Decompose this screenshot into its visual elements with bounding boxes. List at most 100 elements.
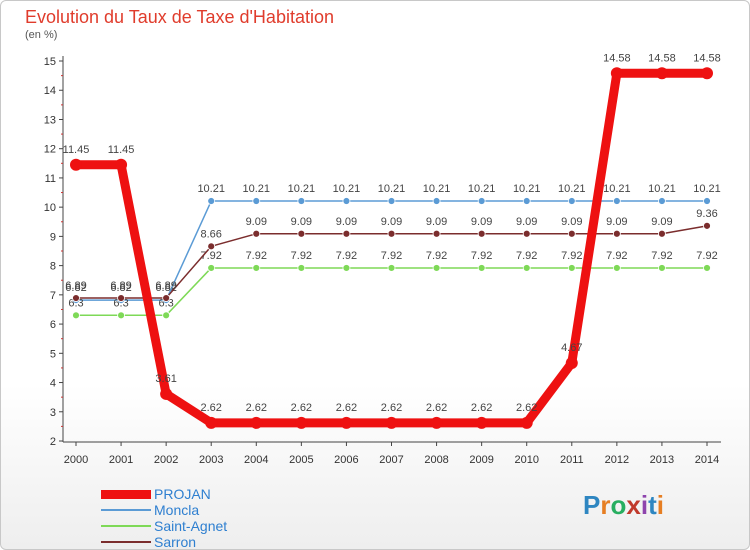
- data-point-projan: [475, 416, 488, 429]
- data-point-sarron: [207, 242, 216, 251]
- data-label-moncla: 10.21: [378, 183, 406, 195]
- data-label-sarron: 9.09: [381, 216, 402, 228]
- data-point-saint-agnet: [477, 264, 486, 272]
- data-label-saint-agnet: 7.92: [426, 250, 447, 262]
- data-point-sarron: [612, 229, 621, 238]
- line-chart: 2 3 4 5 6 7 8 9 10 11 12 13 14 15 2000 2001 2002 2003 2004…: [44, 52, 721, 466]
- legend: PROJAN Moncla Saint-Agnet Sarron: [101, 486, 227, 549]
- data-point-sarron: [162, 294, 171, 302]
- data-point-moncla: [342, 197, 351, 205]
- data-label-sarron: 9.09: [516, 216, 537, 228]
- y-tick-label: 8: [50, 261, 56, 273]
- y-tick-label: 2: [50, 436, 56, 448]
- legend-swatch-projan: [101, 489, 151, 499]
- data-label-saint-agnet: 6.3: [158, 297, 173, 309]
- y-tick-label: 7: [50, 290, 56, 302]
- data-point-saint-agnet: [342, 264, 351, 272]
- data-point-sarron: [522, 229, 531, 238]
- data-point-saint-agnet: [252, 264, 261, 272]
- data-point-sarron: [567, 229, 576, 238]
- x-tick-label: 2001: [109, 454, 133, 466]
- data-label-sarron: 8.66: [201, 228, 222, 240]
- data-label-sarron: 9.09: [291, 216, 312, 228]
- data-point-projan: [340, 416, 353, 429]
- data-label-projan: 2.62: [426, 402, 447, 414]
- data-label-moncla: 10.21: [333, 183, 361, 195]
- data-label-moncla: 10.21: [513, 183, 541, 195]
- data-point-projan: [70, 158, 82, 171]
- legend-swatch-saint-agnet: [101, 525, 151, 527]
- legend-label-saint-agnet: Saint-Agnet: [154, 518, 228, 534]
- data-point-moncla: [567, 197, 576, 205]
- data-label-saint-agnet: 7.92: [696, 250, 717, 262]
- data-label-projan: 14.58: [648, 52, 676, 64]
- data-point-moncla: [252, 197, 261, 205]
- x-tick-label: 2007: [379, 454, 403, 466]
- data-point-sarron: [117, 294, 125, 302]
- data-label-moncla: 10.21: [468, 183, 496, 195]
- x-tick-label: 2014: [695, 454, 719, 466]
- data-point-projan: [385, 416, 398, 429]
- data-point-projan: [295, 416, 308, 429]
- data-label-projan: 2.62: [201, 402, 222, 414]
- y-tick-label: 9: [50, 231, 56, 243]
- data-point-saint-agnet: [72, 311, 80, 320]
- data-label-saint-agnet: 6.3: [68, 297, 83, 309]
- y-unit-label: (en %): [25, 29, 58, 41]
- y-tick-label: 14: [44, 85, 56, 97]
- x-tick-label: 2010: [514, 454, 538, 466]
- data-label-moncla: 10.21: [288, 183, 316, 195]
- data-point-sarron: [703, 221, 711, 230]
- logo-letter: x: [626, 490, 641, 520]
- data-label-sarron: 6.89: [155, 280, 176, 292]
- y-tick-label: 3: [50, 407, 56, 419]
- data-point-projan: [565, 356, 578, 369]
- logo-letter: r: [600, 490, 611, 520]
- x-tick-label: 2008: [424, 454, 448, 466]
- legend-item-saint-agnet: Saint-Agnet: [101, 518, 227, 534]
- data-point-moncla: [207, 197, 216, 205]
- data-point-moncla: [432, 197, 441, 205]
- data-point-sarron: [72, 294, 80, 302]
- data-label-sarron: 9.09: [471, 216, 492, 228]
- data-label-moncla: 10.21: [197, 183, 225, 195]
- logo-letter: i: [656, 490, 664, 520]
- data-label-moncla: 10.21: [648, 183, 676, 195]
- x-tick-label: 2004: [244, 454, 268, 466]
- data-label-projan: 4.67: [561, 342, 582, 354]
- logo-letter: i: [640, 490, 649, 520]
- data-label-projan: 3.61: [155, 373, 176, 385]
- data-label-projan: 11.45: [108, 144, 135, 156]
- data-point-sarron: [432, 229, 441, 238]
- y-tick-label: 10: [44, 202, 56, 214]
- data-label-moncla: 10.21: [558, 183, 586, 195]
- legend-label-projan: PROJAN: [154, 486, 211, 502]
- legend-swatch-sarron: [101, 541, 151, 543]
- legend-item-moncla: Moncla: [101, 502, 227, 518]
- data-point-projan: [655, 67, 668, 80]
- data-label-projan: 2.62: [516, 402, 537, 414]
- data-label-projan: 2.62: [291, 402, 312, 414]
- y-tick-label: 4: [50, 378, 56, 390]
- data-label-saint-agnet: 7.92: [606, 250, 627, 262]
- data-label-saint-agnet: 7.92: [561, 250, 582, 262]
- data-point-moncla: [522, 197, 531, 205]
- legend-swatch-moncla: [101, 509, 151, 511]
- data-label-moncla: 6.82: [110, 282, 131, 294]
- data-point-moncla: [387, 197, 396, 205]
- y-tick-label: 12: [44, 144, 56, 156]
- x-tick-label: 2013: [650, 454, 674, 466]
- data-label-sarron: 9.09: [651, 216, 672, 228]
- logo-letter: o: [610, 490, 627, 520]
- y-tick-label: 5: [50, 348, 56, 360]
- data-point-saint-agnet: [612, 264, 621, 272]
- data-label-sarron: 9.09: [336, 216, 357, 228]
- legend-item-projan: PROJAN: [101, 486, 227, 502]
- data-point-moncla: [612, 197, 621, 205]
- data-point-projan: [701, 67, 713, 80]
- data-point-saint-agnet: [658, 264, 666, 272]
- y-tick-label: 11: [45, 173, 56, 185]
- data-label-saint-agnet: 7.92: [381, 250, 402, 262]
- data-label-saint-agnet: 7.92: [336, 250, 357, 262]
